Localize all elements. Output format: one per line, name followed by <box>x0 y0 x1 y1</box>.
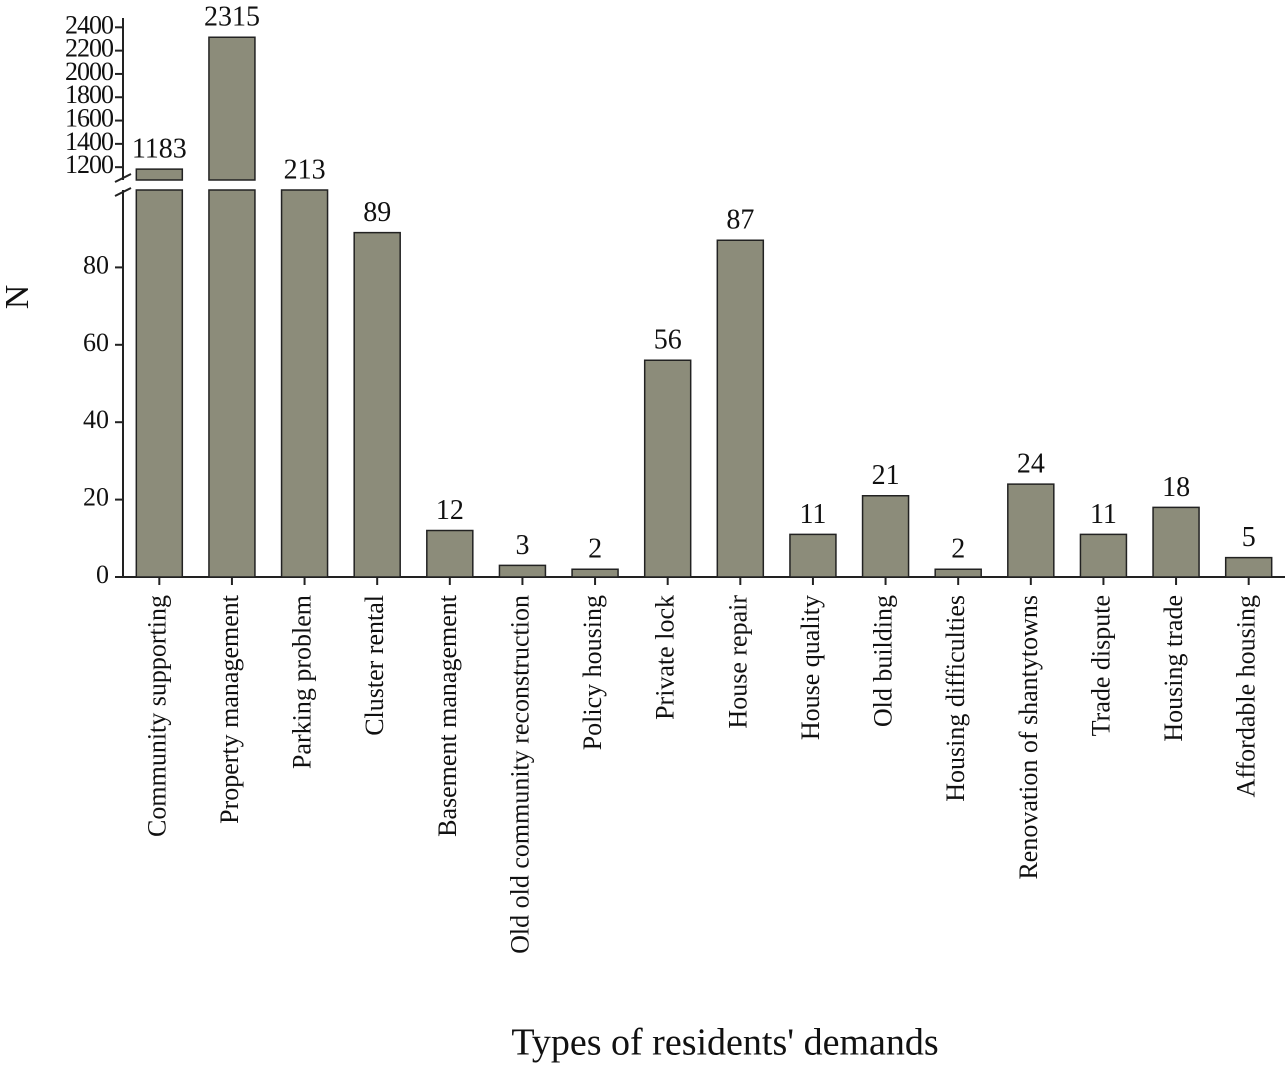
value-label: 2 <box>951 534 965 565</box>
value-label: 11 <box>799 499 826 530</box>
bar <box>498 564 547 578</box>
bar <box>861 494 910 578</box>
value-label: 87 <box>726 205 754 236</box>
bar <box>571 568 619 578</box>
bar <box>208 36 256 578</box>
bar <box>789 533 837 578</box>
x-tick-label: Cluster rental <box>360 595 389 736</box>
x-tick-label: Trade dispute <box>1086 595 1115 736</box>
y-tick-label: 1200 <box>65 150 114 179</box>
value-label: 12 <box>436 495 464 526</box>
value-label: 11 <box>1090 499 1117 530</box>
value-label: 5 <box>1242 522 1256 553</box>
bar <box>353 231 401 578</box>
value-label: 3 <box>515 530 529 561</box>
x-axis-title: Types of residents' demands <box>511 1022 938 1064</box>
bar <box>934 568 982 578</box>
value-label: 18 <box>1162 472 1190 503</box>
bar <box>1224 556 1273 578</box>
value-label: 2315 <box>204 2 260 33</box>
x-tick-label: House quality <box>796 595 825 740</box>
y-tick-label: 60 <box>83 328 109 357</box>
y-tick-label: 40 <box>83 405 109 434</box>
value-label: 89 <box>363 197 391 228</box>
x-tick-label: Private lock <box>651 595 680 720</box>
bar <box>280 189 329 578</box>
x-tick-label: Affordable housing <box>1232 595 1261 797</box>
x-tick-label: Parking problem <box>288 595 317 769</box>
bar <box>1007 483 1055 578</box>
bar <box>1079 533 1128 578</box>
x-tick-label: Housing trade <box>1159 595 1188 742</box>
value-label: 21 <box>872 460 900 491</box>
x-tick-label: Old building <box>869 595 898 727</box>
x-tick-label: Basement management <box>433 594 462 837</box>
y-tick-label: 20 <box>83 483 109 512</box>
bar <box>716 239 765 578</box>
x-tick-label: Housing difficulties <box>941 595 970 802</box>
axis-break <box>114 187 132 197</box>
y-tick-label: 2400 <box>65 10 114 39</box>
axis-break <box>114 173 132 183</box>
value-label: 1183 <box>132 134 187 165</box>
x-tick-label: Property management <box>215 594 244 824</box>
y-tick-label: 0 <box>96 560 109 589</box>
value-label: 24 <box>1017 449 1045 480</box>
value-label: 213 <box>284 154 326 185</box>
y-tick-label: 2200 <box>65 34 114 63</box>
y-axis-title: N <box>0 285 36 310</box>
y-tick-label: 1400 <box>65 127 114 156</box>
bar <box>135 168 184 578</box>
y-tick-label: 1800 <box>65 80 114 109</box>
bar <box>643 359 692 578</box>
x-tick-label: Community supporting <box>142 595 171 837</box>
y-tick-label: 2000 <box>65 57 114 86</box>
x-tick-label: House repair <box>723 595 752 729</box>
y-tick-label: 80 <box>83 250 109 279</box>
x-tick-label: Old old community reconstruction <box>505 595 534 954</box>
x-tick-label: Policy housing <box>578 595 607 750</box>
value-label: 2 <box>588 534 602 565</box>
x-tick-label: Renovation of shantytowns <box>1014 595 1043 880</box>
value-label: 56 <box>654 325 682 356</box>
bar <box>426 529 474 578</box>
y-tick-label: 1600 <box>65 104 114 133</box>
bar <box>1152 506 1200 578</box>
